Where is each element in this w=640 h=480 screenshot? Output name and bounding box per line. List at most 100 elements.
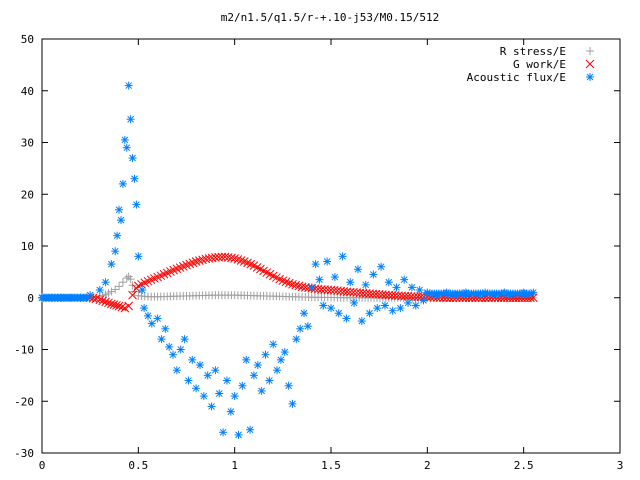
data-point [257, 386, 266, 395]
data-point [157, 335, 166, 344]
data-point [126, 115, 135, 124]
data-point [194, 256, 204, 266]
data-point [172, 366, 181, 375]
data-point [411, 301, 420, 310]
data-point [278, 276, 288, 286]
data-point [320, 285, 329, 294]
data-point [214, 252, 223, 262]
data-point [162, 268, 172, 278]
data-point [140, 304, 149, 313]
data-point [109, 300, 119, 310]
data-point [191, 257, 201, 266]
data-point [288, 399, 297, 408]
data-point [134, 252, 143, 261]
data-point [124, 301, 134, 311]
data-point [150, 274, 159, 283]
chart-title: m2/n1.5/q1.5/r-+.10-j53/M0.15/512 [221, 11, 440, 24]
data-point [413, 292, 423, 302]
data-point [188, 258, 198, 268]
data-point [122, 143, 131, 152]
data-point [291, 280, 301, 290]
data-point [175, 263, 185, 272]
data-point [315, 275, 324, 284]
data-point [192, 384, 201, 393]
data-point [253, 361, 262, 370]
data-point [107, 299, 116, 309]
data-point [101, 297, 110, 307]
y-tick-label: -20 [14, 395, 34, 408]
data-point [116, 216, 125, 225]
data-point [172, 264, 182, 274]
legend-label: G work/E [513, 58, 566, 71]
data-point [397, 291, 406, 301]
data-point [415, 285, 424, 294]
data-point [527, 289, 536, 298]
x-tick-label: 1 [231, 459, 238, 472]
data-point [118, 278, 127, 287]
data-point [292, 335, 301, 344]
data-point [265, 376, 274, 385]
data-point [323, 257, 332, 266]
data-point [217, 252, 227, 262]
series-star [38, 81, 538, 439]
data-point [153, 272, 162, 282]
legend-label: R stress/E [500, 45, 566, 58]
data-point [394, 291, 403, 301]
data-point [365, 309, 374, 318]
data-point [169, 350, 178, 359]
data-point [130, 174, 139, 183]
data-point [153, 314, 162, 323]
data-point [211, 253, 220, 262]
x-tick-label: 0.5 [128, 459, 148, 472]
data-point [288, 279, 297, 289]
data-point [120, 135, 129, 144]
data-point [334, 309, 343, 318]
data-point [361, 280, 370, 289]
series-cross [85, 252, 538, 313]
data-point [180, 335, 189, 344]
data-point [380, 301, 389, 310]
x-axis: 0 0.5 1 1.5 2 2.5 3 [39, 39, 623, 472]
data-point [111, 247, 120, 256]
data-point [199, 392, 208, 401]
data-point [388, 306, 397, 315]
y-tick-label: 20 [21, 188, 34, 201]
data-point [387, 290, 397, 300]
data-point [392, 283, 401, 292]
data-point [276, 355, 285, 364]
data-point [82, 293, 91, 302]
y-tick-label: 40 [21, 85, 34, 98]
data-point [107, 287, 116, 296]
data-point [269, 340, 278, 349]
data-point [115, 205, 124, 214]
data-point [113, 231, 122, 240]
data-point [203, 371, 212, 380]
data-point [128, 154, 137, 163]
data-point [246, 425, 255, 434]
data-point [230, 392, 239, 401]
data-point [101, 278, 110, 287]
legend-marker [586, 73, 594, 81]
data-point [300, 309, 309, 318]
data-point [284, 278, 294, 288]
data-point [234, 430, 243, 439]
data-point [112, 300, 121, 310]
data-point [230, 254, 240, 263]
data-point [146, 275, 156, 285]
data-point [407, 283, 416, 292]
data-point [281, 277, 291, 287]
data-point [342, 314, 351, 323]
data-point [311, 260, 320, 269]
y-tick-label: -30 [14, 447, 34, 460]
data-point [222, 376, 231, 385]
x-tick-label: 0 [39, 459, 46, 472]
data-point [226, 407, 235, 416]
legend-marker [586, 47, 594, 55]
data-point [143, 276, 153, 286]
data-point [384, 290, 394, 300]
y-tick-label: 10 [21, 240, 34, 253]
data-point [159, 269, 169, 279]
data-point [249, 371, 258, 380]
y-axis: -30 -20 -10 0 10 20 30 40 50 [14, 33, 620, 460]
